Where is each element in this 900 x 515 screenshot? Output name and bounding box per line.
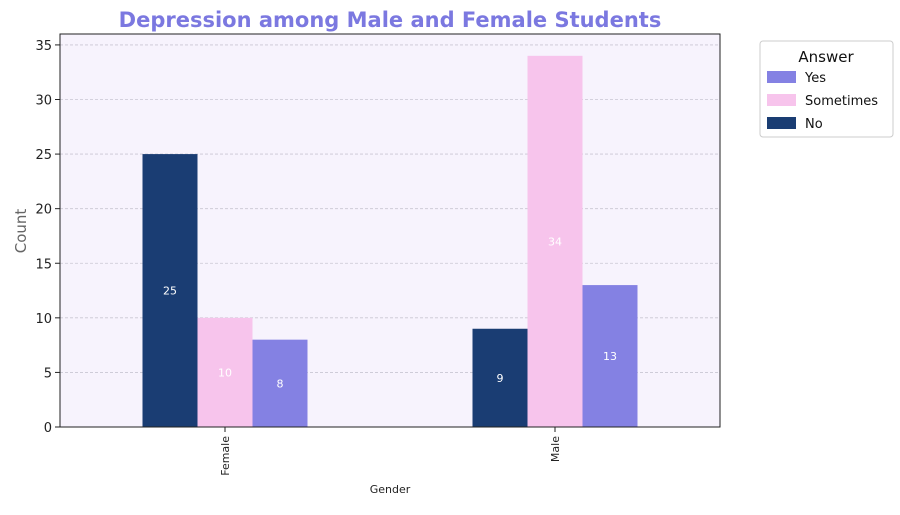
bar-yes-male (582, 285, 638, 427)
legend-label-no: No (805, 117, 823, 132)
data-label: 10 (218, 366, 232, 379)
data-label: 8 (277, 377, 284, 390)
x-tick-label: Female (219, 436, 232, 476)
bar-yes-female (252, 339, 308, 427)
y-tick-label: 20 (35, 203, 52, 218)
bars-group (142, 55, 638, 428)
data-label: 34 (548, 235, 562, 248)
legend-swatch-no (767, 117, 796, 129)
x-axis-label: Gender (370, 483, 411, 496)
legend-swatch-sometimes (767, 94, 796, 106)
y-tick-label: 0 (44, 421, 52, 436)
chart-title: Depression among Male and Female Student… (119, 8, 662, 32)
legend-box (759, 40, 894, 138)
legend: Answer Yes Sometimes No (759, 40, 894, 138)
legend-label-sometimes: Sometimes (805, 94, 878, 109)
y-tick-label: 15 (35, 257, 52, 272)
legend-title: Answer (798, 48, 854, 66)
y-tick-label: 35 (35, 39, 52, 54)
x-axis-ticks: Female Male (219, 427, 562, 476)
data-label: 9 (497, 372, 504, 385)
bar-no-male (472, 328, 528, 427)
y-axis-ticks: 0 5 10 15 20 25 30 35 (35, 39, 60, 436)
bar-sometimes-male (527, 55, 583, 427)
y-axis-label: Count (12, 209, 30, 254)
y-tick-label: 5 (44, 366, 52, 381)
legend-swatch-yes (767, 71, 796, 83)
bar-sometimes-female (197, 317, 253, 427)
y-tick-label: 30 (35, 94, 52, 109)
y-tick-label: 25 (35, 148, 52, 163)
y-tick-label: 10 (35, 312, 52, 327)
plot-frame (59, 33, 721, 428)
data-label: 25 (163, 285, 177, 298)
x-tick-label: Male (549, 436, 562, 462)
bar-no-female (142, 154, 198, 428)
legend-label-yes: Yes (804, 71, 826, 86)
data-labels-group: 25 10 8 9 34 13 (163, 235, 617, 390)
data-label: 13 (603, 350, 617, 363)
